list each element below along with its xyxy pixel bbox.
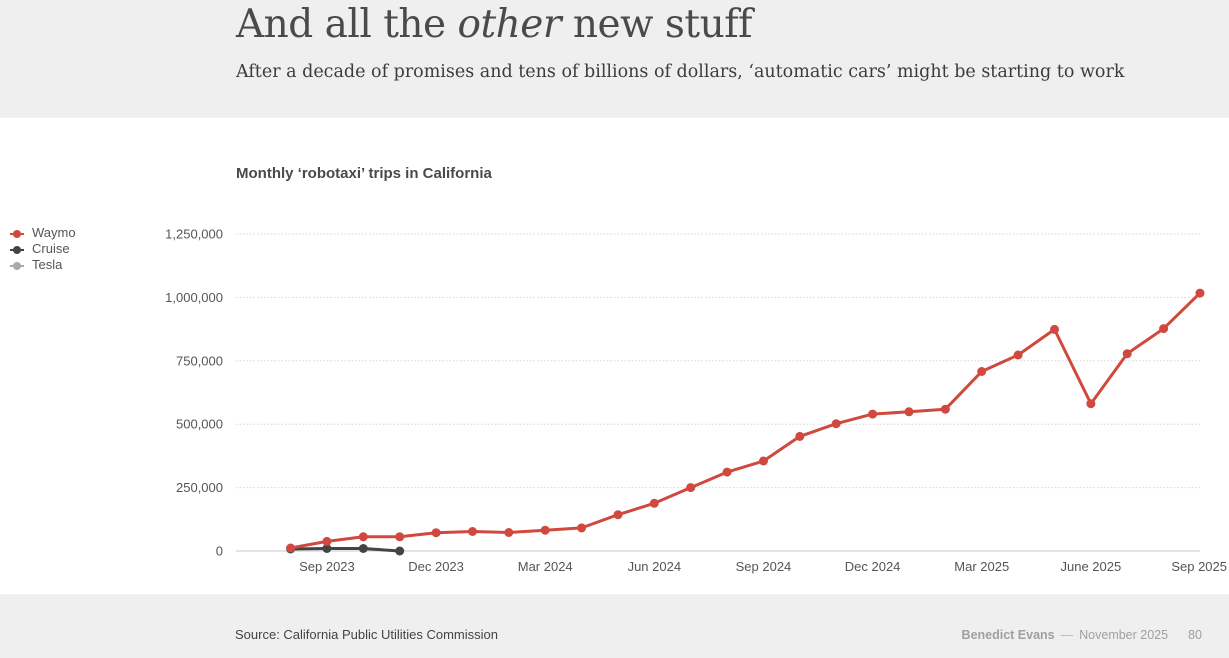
legend-item-tesla: Tesla	[10, 257, 76, 273]
series-line-waymo	[289, 291, 1202, 550]
page-number: 80	[1188, 628, 1202, 642]
data-point-waymo	[904, 407, 914, 417]
title-emphasis: other	[457, 2, 562, 47]
data-point-waymo	[940, 404, 950, 414]
data-point-waymo	[577, 523, 587, 533]
credit-line: Benedict Evans — November 2025 80	[962, 628, 1202, 642]
data-point-waymo	[1013, 350, 1023, 360]
slide-subtitle: After a decade of promises and tens of b…	[236, 62, 1125, 82]
y-tick-label: 0	[216, 544, 223, 559]
data-point-waymo	[613, 510, 623, 520]
data-point-waymo	[759, 456, 768, 466]
legend-item-cruise: Cruise	[10, 241, 76, 257]
x-tick-label: June 2025	[1061, 559, 1122, 574]
legend-dot-tesla	[13, 261, 21, 270]
data-point-cruise	[322, 544, 332, 553]
data-point-waymo	[1086, 399, 1096, 409]
data-point-waymo	[504, 528, 514, 537]
data-point-waymo	[722, 467, 732, 477]
title-text-start: And all the	[236, 2, 458, 47]
legend-label-waymo: Waymo	[32, 225, 76, 240]
y-tick-label: 750,000	[176, 353, 223, 368]
data-point-cruise	[395, 546, 405, 556]
data-point-waymo	[431, 528, 441, 538]
legend-label-tesla: Tesla	[32, 257, 63, 272]
title-text-end: new stuff	[561, 2, 753, 47]
data-point-waymo	[831, 419, 841, 429]
data-point-cruise	[358, 544, 368, 553]
credit-separator: —	[1060, 628, 1074, 642]
x-tick-label: Dec 2024	[845, 559, 901, 574]
x-tick-label: Jun 2024	[628, 559, 682, 574]
x-tick-label: Mar 2024	[518, 559, 573, 574]
y-tick-label: 500,000	[176, 417, 223, 432]
x-tick-label: Sep 2025	[1171, 559, 1227, 574]
author-name: Benedict Evans	[961, 628, 1055, 642]
chart-title: Monthly ‘robotaxi’ trips in California	[236, 165, 492, 182]
data-point-waymo	[1050, 324, 1059, 334]
data-point-waymo	[286, 543, 296, 553]
data-point-waymo	[649, 498, 659, 508]
legend-dot-waymo	[13, 229, 21, 238]
x-tick-label: Sep 2024	[736, 559, 792, 574]
y-tick-label: 250,000	[176, 480, 223, 495]
data-point-waymo	[1122, 349, 1132, 359]
data-point-waymo	[977, 367, 987, 376]
x-tick-label: Sep 2023	[299, 559, 355, 574]
slide-title: And all the other new stuff	[236, 2, 753, 47]
legend-dot-cruise	[13, 245, 21, 254]
series-line-cruise	[289, 547, 402, 553]
data-point-waymo	[868, 409, 878, 419]
data-point-waymo	[686, 483, 696, 493]
legend-label-cruise: Cruise	[32, 241, 70, 256]
legend-item-waymo: Waymo	[10, 225, 76, 241]
data-point-waymo	[322, 536, 332, 546]
data-point-waymo	[358, 532, 368, 542]
data-point-waymo	[1195, 288, 1205, 298]
data-point-waymo	[395, 532, 405, 542]
y-tick-label: 1,000,000	[165, 290, 223, 305]
slide-footer: Source: California Public Utilities Comm…	[0, 594, 1229, 658]
credit-date: November 2025	[1079, 628, 1169, 642]
x-tick-label: Mar 2025	[954, 559, 1009, 574]
source-note: Source: California Public Utilities Comm…	[235, 627, 498, 642]
y-tick-label: 1,250,000	[165, 227, 223, 242]
data-point-waymo	[795, 431, 805, 441]
data-point-waymo	[1159, 324, 1169, 334]
data-point-waymo	[540, 525, 550, 535]
slide-header: And all the other new stuff After a deca…	[0, 0, 1229, 118]
data-point-waymo	[468, 527, 477, 536]
chart-legend: Waymo Cruise Tesla	[10, 225, 76, 273]
x-tick-label: Dec 2023	[408, 559, 464, 574]
